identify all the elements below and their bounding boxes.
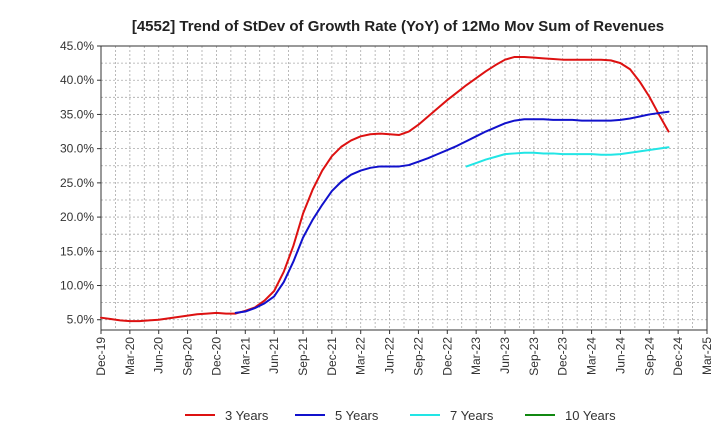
x-tick-label: Mar-22 [354, 337, 368, 375]
x-tick-label: Jun-21 [267, 337, 281, 374]
x-tick-label: Jun-20 [152, 337, 166, 374]
x-tick-label: Dec-19 [94, 337, 108, 376]
x-tick-label: Sep-22 [411, 337, 425, 376]
x-tick-label: Sep-21 [296, 337, 310, 376]
x-tick-label: Dec-21 [325, 337, 339, 376]
x-tick-label: Mar-24 [585, 337, 599, 375]
series-line-5-years [234, 110, 670, 314]
y-tick-label: 40.0% [60, 73, 94, 87]
legend: 3 Years 5 Years 7 Years 10 Years [185, 408, 616, 423]
x-tick-label: Jun-22 [383, 337, 397, 374]
x-tick-label: Sep-23 [527, 337, 541, 376]
y-tick-label: 45.0% [60, 39, 94, 53]
plot-border [100, 45, 708, 331]
x-tick-label: Jun-24 [613, 337, 627, 374]
legend-label: 7 Years [450, 408, 494, 423]
y-tick-label: 20.0% [60, 210, 94, 224]
series-line-7-years [465, 146, 670, 168]
x-tick-label: Dec-23 [556, 337, 570, 376]
x-tick-label: Dec-24 [671, 337, 685, 376]
x-tick-label: Sep-24 [642, 337, 656, 376]
y-axis-tick-labels: 5.0% 10.0% 15.0% 20.0% 25.0% 30.0% 35.0% 40.0% 4… [60, 39, 101, 327]
x-tick-label: Jun-23 [498, 337, 512, 374]
y-tick-label: 25.0% [60, 176, 94, 190]
x-tick-label: Dec-20 [209, 337, 223, 376]
chart-title: [4552] Trend of StDev of Growth Rate (Yo… [132, 18, 664, 35]
legend-label: 3 Years [225, 408, 269, 423]
y-tick-label: 35.0% [60, 107, 94, 121]
series-line-3-years [100, 55, 670, 323]
y-tick-label: 5.0% [67, 313, 95, 327]
y-tick-label: 30.0% [60, 142, 94, 156]
x-tick-label: Sep-20 [181, 337, 195, 376]
legend-label: 5 Years [335, 408, 379, 423]
x-tick-label: Dec-22 [440, 337, 454, 376]
grid-lines [100, 45, 708, 330]
y-tick-label: 10.0% [60, 279, 94, 293]
x-tick-label: Mar-20 [123, 337, 137, 375]
x-axis-tick-labels: Dec-19 Mar-20 Jun-20 Sep-20 Dec-20 Mar-21 Jun-… [94, 330, 714, 376]
x-tick-label: Mar-25 [700, 337, 714, 375]
x-tick-label: Mar-21 [238, 337, 252, 375]
axes [100, 45, 708, 331]
x-tick-label: Mar-23 [469, 337, 483, 375]
legend-label: 10 Years [565, 408, 616, 423]
series-lines [100, 55, 670, 323]
y-tick-label: 15.0% [60, 244, 94, 258]
